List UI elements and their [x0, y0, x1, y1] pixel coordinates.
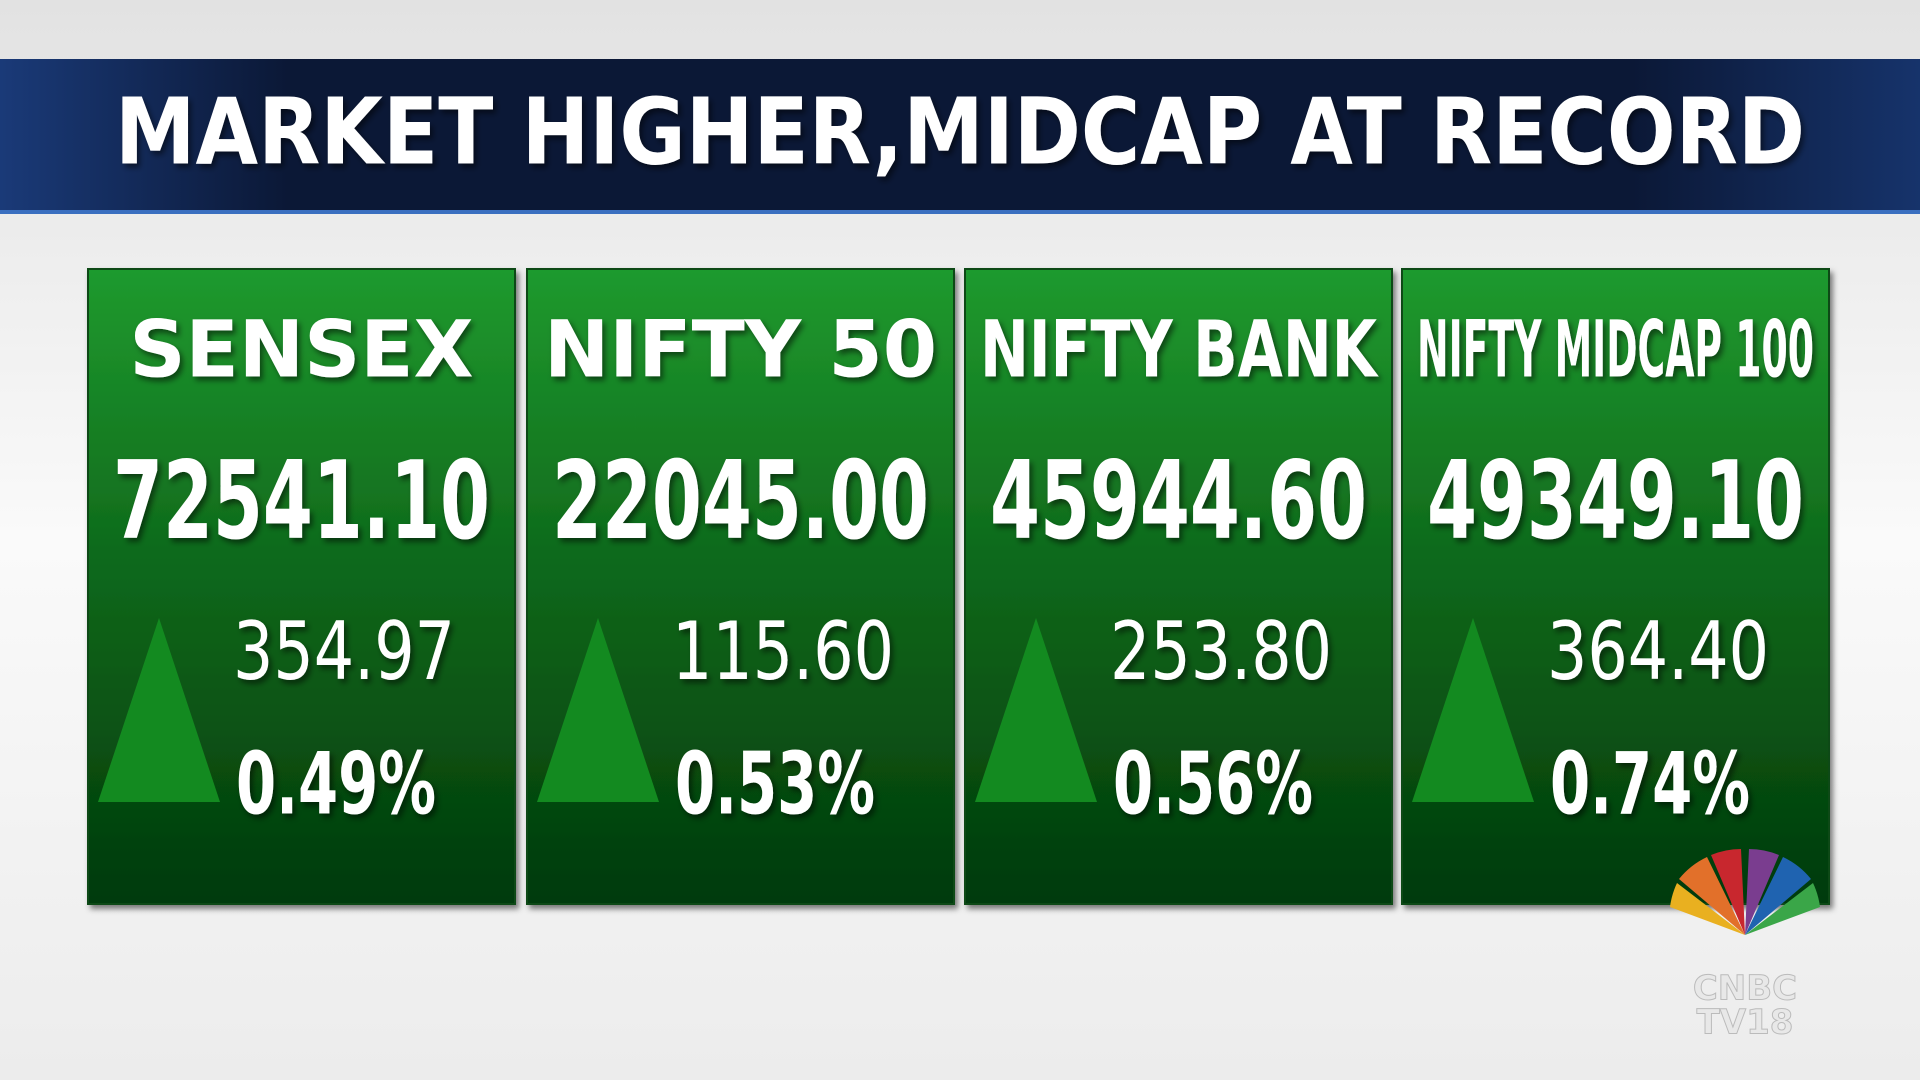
index-value: 72541.10	[113, 439, 490, 564]
up-arrow	[975, 618, 1097, 802]
index-change: 354.97	[233, 605, 455, 698]
header-rule	[0, 210, 1920, 214]
index-change: 115.60	[672, 605, 894, 698]
index-change: 253.80	[1110, 605, 1332, 698]
index-name: NIFTY 50	[544, 305, 937, 395]
index-card	[964, 268, 1393, 905]
index-value: 49349.10	[1427, 439, 1804, 564]
index-percent: 0.53%	[675, 734, 875, 834]
index-percent: 0.74%	[1550, 734, 1750, 834]
logo-text: CNBC	[1693, 969, 1797, 1009]
up-arrow	[98, 618, 220, 802]
up-arrow	[537, 618, 659, 802]
index-value: 22045.00	[552, 439, 929, 564]
index-percent: 0.49%	[236, 734, 436, 834]
logo: CNBC TV18	[1670, 849, 1820, 1043]
header-title: MARKET HIGHER,MIDCAP AT RECORD	[115, 78, 1805, 185]
peacock	[1670, 849, 1820, 935]
index-value: 45944.60	[990, 439, 1367, 564]
index-name: NIFTY BANK	[980, 305, 1379, 395]
index-name: NIFTY MIDCAP 100	[1417, 305, 1814, 395]
index-name: SENSEX	[129, 305, 473, 395]
index-change: 364.40	[1547, 605, 1769, 698]
index-percent: 0.56%	[1113, 734, 1313, 834]
cards: SENSEX 72541.10 354.97 0.49% NIFTY 50 22045.0…	[87, 268, 1830, 905]
header-bar	[0, 59, 1920, 214]
logo-text: TV18	[1697, 1003, 1794, 1043]
up-arrow	[1412, 618, 1534, 802]
